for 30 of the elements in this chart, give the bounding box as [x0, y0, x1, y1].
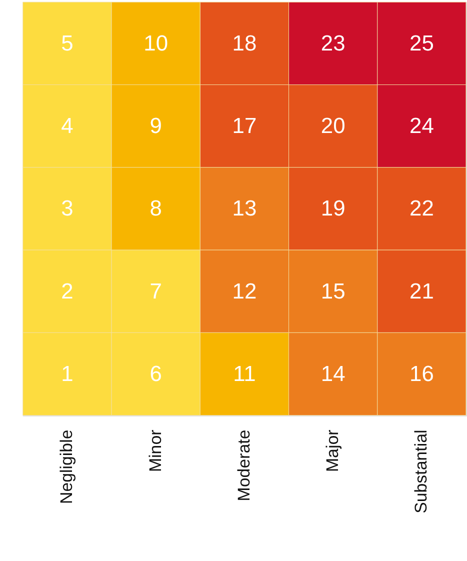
- data-label: 13: [232, 196, 257, 221]
- data-label: 6: [150, 360, 162, 386]
- data-label: 3: [61, 196, 74, 221]
- data-label: 20: [320, 113, 346, 138]
- data-label: 25: [410, 30, 434, 56]
- data-label: 21: [410, 278, 434, 304]
- data-label: 18: [232, 30, 257, 56]
- data-label: 10: [144, 30, 168, 56]
- data-label: 17: [232, 113, 257, 138]
- data-label: 23: [320, 30, 346, 56]
- data-label: 7: [150, 278, 162, 304]
- data-label: 22: [410, 196, 434, 221]
- x-tick-label: Major: [323, 429, 342, 472]
- x-tick-label: Substantial: [412, 430, 431, 514]
- data-label: 16: [410, 360, 434, 386]
- data-label: 2: [61, 278, 74, 304]
- data-label: 24: [410, 113, 434, 138]
- data-label: 12: [232, 278, 257, 304]
- data-label: 11: [233, 360, 256, 386]
- data-label: 5: [61, 30, 74, 56]
- data-label: 14: [320, 360, 346, 386]
- data-label: 15: [320, 278, 346, 304]
- x-tick-label: Minor: [146, 429, 165, 472]
- data-label: 8: [150, 196, 162, 221]
- x-tick-label: Negligible: [57, 430, 76, 504]
- data-label: 19: [320, 196, 346, 221]
- data-label: 1: [61, 360, 74, 386]
- x-tick-label: Moderate: [234, 430, 254, 502]
- data-label: 9: [150, 113, 162, 138]
- data-label: 4: [61, 113, 74, 138]
